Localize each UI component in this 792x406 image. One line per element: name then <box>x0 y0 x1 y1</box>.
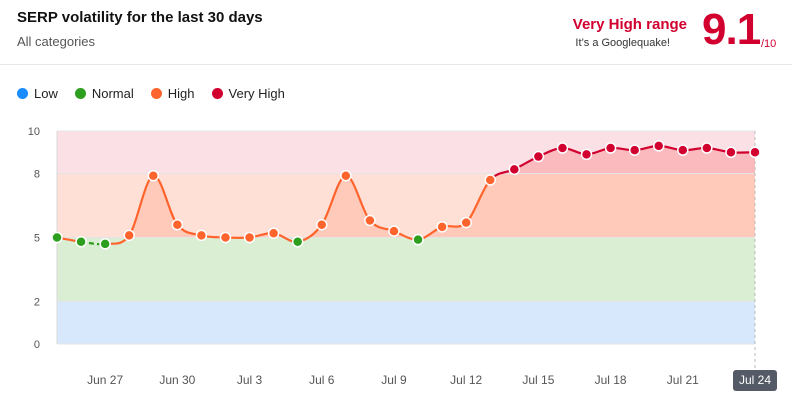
data-point <box>291 236 304 248</box>
x-tick-label: Jun 27 <box>87 373 123 387</box>
x-tick-label: Jul 3 <box>237 373 263 387</box>
data-point <box>652 140 665 152</box>
data-point <box>725 146 737 159</box>
volatility-score: 9.1 <box>702 5 761 54</box>
data-point <box>412 233 424 246</box>
data-point <box>701 142 713 154</box>
x-tick-label: Jul 18 <box>595 373 627 387</box>
data-point <box>532 150 545 163</box>
data-point <box>628 144 641 156</box>
band-normal <box>57 237 755 302</box>
x-tick-label: Jul 12 <box>450 373 482 387</box>
y-tick-label: 2 <box>34 296 40 308</box>
data-point <box>677 144 689 156</box>
highlighted-date-chip <box>733 370 777 391</box>
legend-item-low[interactable]: Low <box>17 86 58 101</box>
band-low <box>57 301 755 344</box>
score-max: /10 <box>761 38 777 50</box>
range-description: It’s a Googlequake! <box>575 37 670 49</box>
legend-dot-high <box>150 88 162 99</box>
data-point <box>580 148 593 161</box>
chart-legend: Low Normal High Very High <box>17 86 302 101</box>
data-point <box>604 142 617 154</box>
legend-label-very-high: Very High <box>228 86 285 101</box>
chart-title: SERP volatility for the last 30 days <box>17 9 263 26</box>
data-point <box>556 142 569 154</box>
y-tick-label: 5 <box>34 233 40 245</box>
x-tick-label: Jul 9 <box>381 373 407 387</box>
legend-dot-normal <box>74 88 86 99</box>
x-tick-label: Jul 21 <box>667 373 699 387</box>
data-point <box>99 238 111 250</box>
legend-item-normal[interactable]: Normal <box>74 86 134 101</box>
data-point <box>484 174 496 186</box>
x-tick-label: Jul 15 <box>522 373 554 387</box>
data-point <box>388 225 400 237</box>
legend-item-high[interactable]: High <box>150 86 195 101</box>
x-tick-label: Jul 6 <box>309 373 335 387</box>
range-label: Very High range <box>572 16 687 33</box>
data-point <box>243 231 256 244</box>
data-point <box>75 236 87 248</box>
legend-label-normal: Normal <box>91 86 134 101</box>
data-point <box>316 218 328 231</box>
data-point <box>123 229 135 242</box>
legend-label-high: High <box>167 86 195 101</box>
data-point <box>364 214 376 227</box>
data-point <box>195 229 208 242</box>
data-point <box>508 163 521 176</box>
y-tick-label: 10 <box>28 126 40 138</box>
data-point <box>749 146 761 159</box>
y-tick-label: 0 <box>34 339 40 351</box>
data-point <box>171 218 184 231</box>
data-point <box>51 231 63 244</box>
x-tick-label: Jun 30 <box>159 373 195 387</box>
data-point <box>460 216 472 229</box>
data-point <box>267 227 280 239</box>
area-fill-very-high <box>57 145 755 174</box>
chart-header: SERP volatility for the last 30 days All… <box>0 0 792 65</box>
data-point <box>147 169 160 182</box>
legend-label-low: Low <box>34 86 58 101</box>
data-point <box>340 169 352 182</box>
data-point <box>219 231 232 244</box>
data-point <box>436 221 448 233</box>
legend-dot-low <box>17 88 28 99</box>
legend-item-very-high[interactable]: Very High <box>211 86 285 101</box>
highlighted-date-label: Jul 24 <box>739 373 771 387</box>
legend-dot-very-high <box>211 88 223 99</box>
y-tick-label: 8 <box>34 169 40 181</box>
category-subtitle: All categories <box>17 34 96 49</box>
